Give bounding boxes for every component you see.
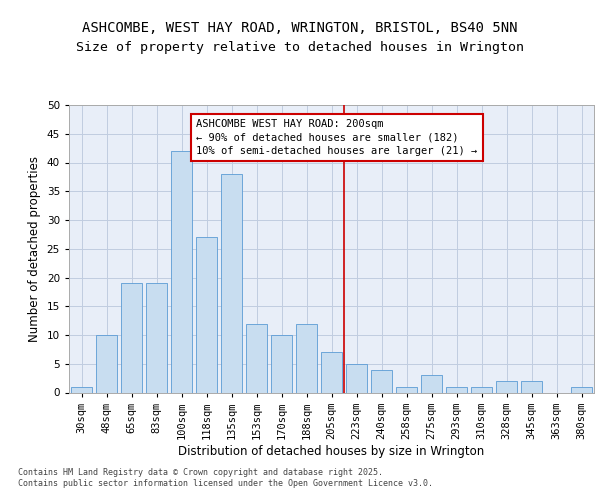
Bar bbox=[346, 364, 367, 392]
Bar bbox=[446, 387, 467, 392]
Text: Contains HM Land Registry data © Crown copyright and database right 2025.
Contai: Contains HM Land Registry data © Crown c… bbox=[18, 468, 433, 487]
Bar bbox=[246, 324, 267, 392]
Bar bbox=[321, 352, 342, 393]
Bar bbox=[421, 375, 442, 392]
Y-axis label: Number of detached properties: Number of detached properties bbox=[28, 156, 41, 342]
Bar bbox=[371, 370, 392, 392]
Text: ASHCOMBE WEST HAY ROAD: 200sqm
← 90% of detached houses are smaller (182)
10% of: ASHCOMBE WEST HAY ROAD: 200sqm ← 90% of … bbox=[197, 120, 478, 156]
Text: ASHCOMBE, WEST HAY ROAD, WRINGTON, BRISTOL, BS40 5NN: ASHCOMBE, WEST HAY ROAD, WRINGTON, BRIST… bbox=[82, 20, 518, 34]
Bar bbox=[471, 387, 492, 392]
Bar bbox=[296, 324, 317, 392]
Bar bbox=[96, 335, 117, 392]
Bar bbox=[71, 387, 92, 392]
Bar bbox=[196, 238, 217, 392]
Bar bbox=[396, 387, 417, 392]
Bar bbox=[571, 387, 592, 392]
X-axis label: Distribution of detached houses by size in Wrington: Distribution of detached houses by size … bbox=[178, 444, 485, 458]
Bar bbox=[496, 381, 517, 392]
Text: Size of property relative to detached houses in Wrington: Size of property relative to detached ho… bbox=[76, 41, 524, 54]
Bar bbox=[521, 381, 542, 392]
Bar bbox=[271, 335, 292, 392]
Bar bbox=[121, 283, 142, 393]
Bar bbox=[221, 174, 242, 392]
Bar bbox=[146, 283, 167, 393]
Bar bbox=[171, 151, 192, 392]
